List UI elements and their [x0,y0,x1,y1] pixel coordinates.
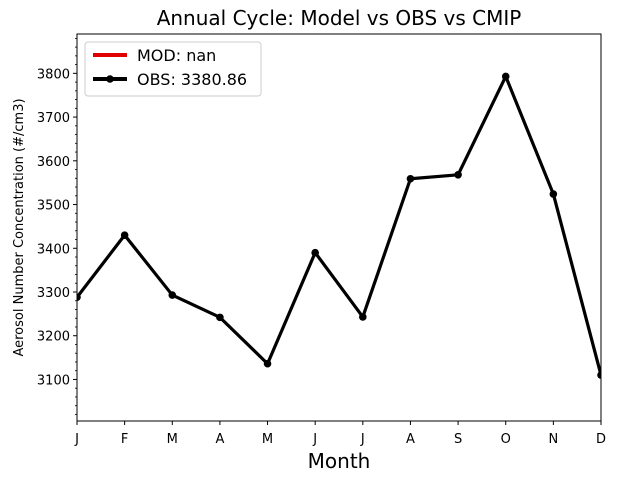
data-point [406,174,415,183]
y-tick-label: 3300 [37,286,70,301]
y-tick-label: 3700 [37,111,70,126]
x-tick-label: A [215,432,224,447]
y-axis-label: Aerosol Number Concentration (#/cm3) [12,98,27,356]
data-point [168,291,177,299]
data-point [77,293,81,302]
x-tick-label: O [501,432,511,447]
series-layer [77,72,601,379]
x-tick-label: J [360,432,365,447]
series-line-1 [77,74,601,376]
data-point [359,313,367,321]
x-tick-label: N [548,432,558,447]
x-tick-label: D [596,432,606,447]
y-tick-label: 3500 [37,199,70,214]
legend-label-0: MOD: nan [137,46,216,65]
y-tick-label: 3800 [37,67,70,82]
data-point [263,359,272,368]
legend-box [84,41,262,97]
legend-label-1: OBS: 3380.86 [137,70,247,89]
data-point [549,190,558,198]
y-tick-label: 3400 [37,242,70,257]
plot-frame [76,33,602,422]
axes: J F M A M J J A S O N D 3100 3200 3300 3400 3500 3600 3700… [37,33,606,447]
x-tick-label: F [121,432,128,447]
chart-title: Annual Cycle: Model vs OBS vs CMIP [157,6,522,30]
y-tick-label: 3600 [37,155,70,170]
x-tick-label: S [454,432,462,447]
x-tick-label: A [406,432,415,447]
x-tick-label: J [74,432,79,447]
x-tick-label: M [167,432,178,447]
data-point [120,231,129,239]
legend-marker-1 [106,75,114,83]
data-point [311,248,319,257]
data-point [597,371,601,379]
y-tick-label: 3200 [37,330,70,345]
data-point [216,313,224,322]
y-tick-label: 3100 [37,373,70,388]
x-tick-label: M [262,432,273,447]
data-point [501,72,510,81]
data-point [454,171,462,179]
legend: MOD: nan OBS: 3380.86 [84,41,262,97]
x-axis-label: Month [308,449,371,473]
x-tick-label: J [312,432,317,447]
